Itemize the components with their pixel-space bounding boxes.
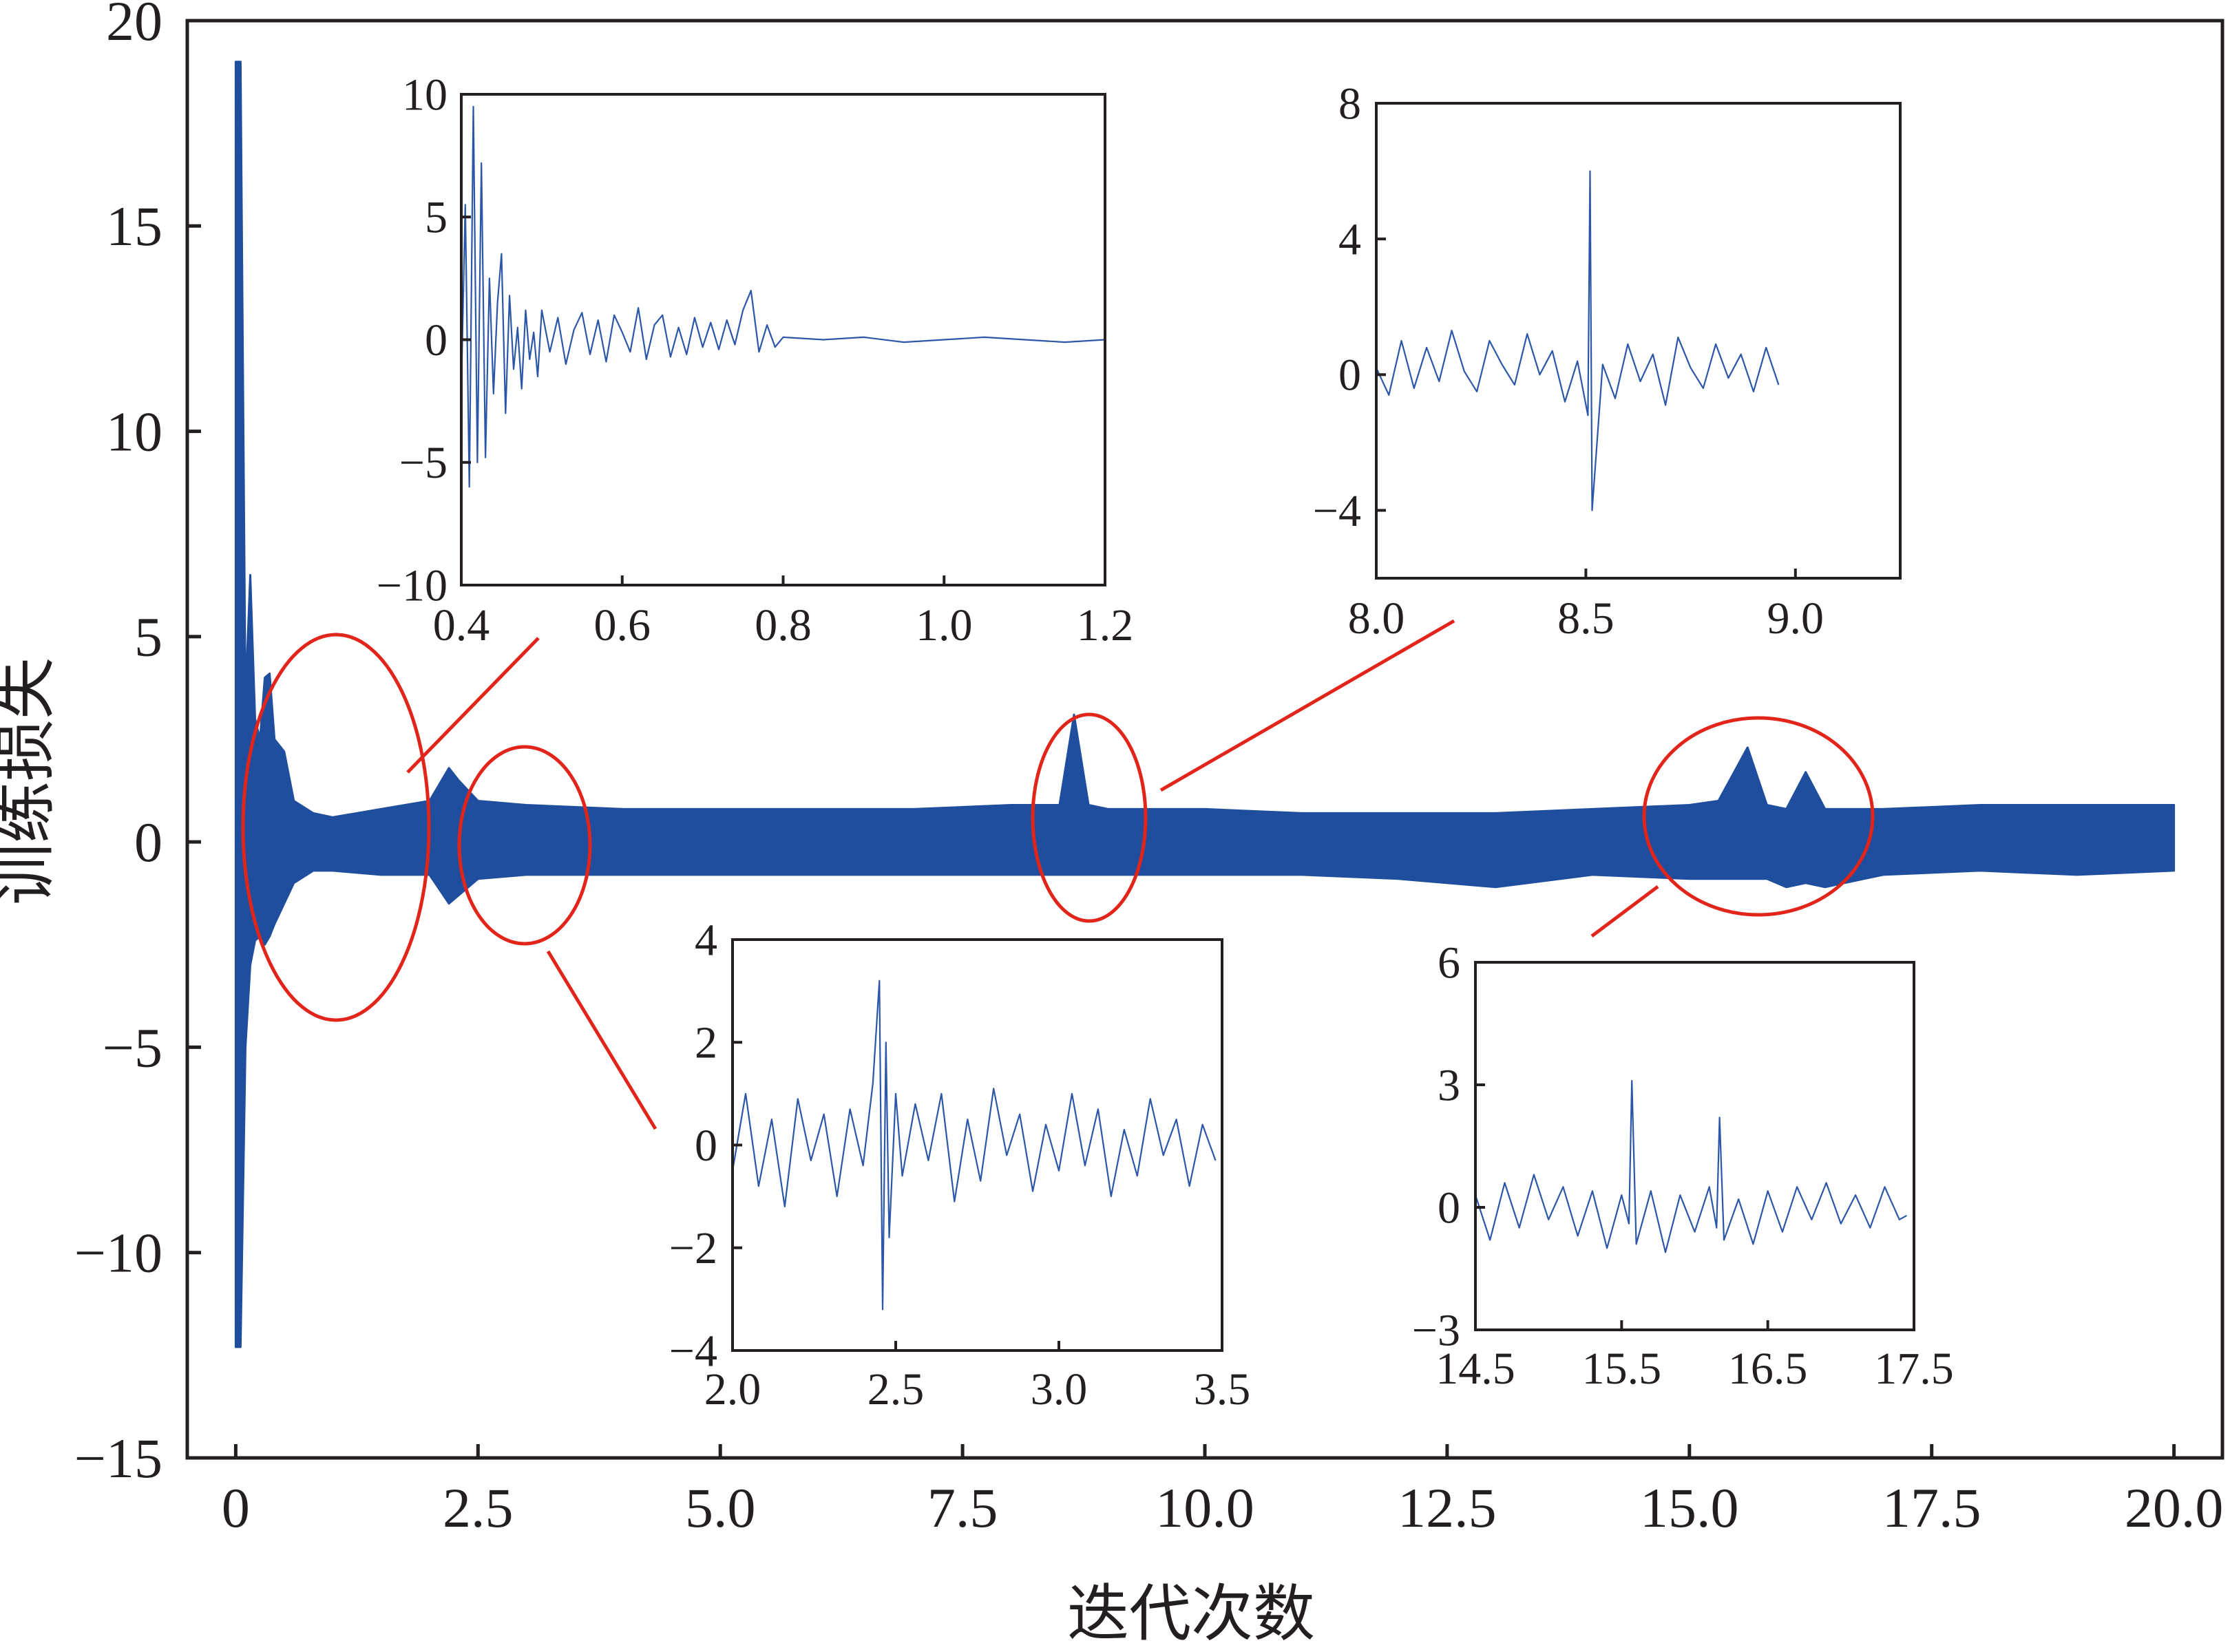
- inset-3-x-tick-label: 2.5: [867, 1364, 925, 1415]
- inset-4-y-tick-label: 6: [1438, 938, 1460, 988]
- main-y-tick-label: 15: [106, 195, 162, 257]
- zoom-ellipse-3: [1031, 712, 1148, 923]
- inset-2-group: 8.0 8.5 9.0 −4 0 4 8: [1313, 78, 1902, 644]
- inset-3-y-tick-label: −2: [669, 1223, 717, 1273]
- inset-2-plot-area: [1376, 103, 1900, 578]
- inset-4-x-tick-label: 16.5: [1728, 1344, 1808, 1394]
- inset-4-x-tick-label: 14.5: [1435, 1344, 1515, 1394]
- inset-1-x-tick-label: 0.4: [433, 600, 490, 650]
- inset-2-x-tick-label: 9.0: [1767, 593, 1824, 644]
- main-x-tick-label: 10.0: [1155, 1476, 1254, 1539]
- inset-2-frame: [1375, 102, 1902, 580]
- main-y-tick-label: 10: [106, 400, 162, 463]
- main-y-tick-label: 20: [106, 0, 162, 52]
- zoom-ellipse-2: [457, 745, 592, 946]
- main-x-tick-label: 7.5: [927, 1476, 998, 1539]
- inset-1-x-tick-label: 1.2: [1077, 600, 1134, 650]
- main-x-tick-label: 0: [222, 1476, 250, 1539]
- main-y-tick-label: 0: [134, 811, 162, 873]
- inset-4-y-tick-label: 3: [1438, 1060, 1460, 1110]
- main-x-tick-label: 17.5: [1882, 1476, 1981, 1539]
- main-x-tick-label: 5.0: [685, 1476, 756, 1539]
- main-x-tick-label: 20.0: [2125, 1476, 2224, 1539]
- inset-1-x-tick-label: 0.8: [755, 600, 812, 650]
- connector-line-4: [1590, 885, 1659, 938]
- zoom-ellipse-4: [1642, 716, 1875, 917]
- inset-3-x-tick-label: 3.0: [1031, 1364, 1088, 1415]
- inset-2-x-tick-label: 8.5: [1557, 593, 1614, 644]
- inset-3-y-tick-label: 2: [695, 1018, 717, 1068]
- inset-1-y-tick-label: 10: [402, 70, 448, 120]
- inset-1-y-tick-label: −5: [399, 438, 448, 488]
- inset-4-x-tick-label: 15.5: [1582, 1344, 1662, 1394]
- inset-2-y-tick-label: 0: [1338, 350, 1361, 401]
- inset-1-y-tick-label: 5: [425, 193, 448, 243]
- zoom-annotations: [241, 619, 1875, 1130]
- main-x-tick-label: 2.5: [443, 1476, 514, 1539]
- inset-1-plot-area: [461, 94, 1105, 585]
- inset-3-plot-area: [733, 940, 1222, 1351]
- main-y-tick-label: −5: [103, 1016, 162, 1079]
- inset-1-y-tick-label: −10: [377, 560, 448, 611]
- inset-4-plot-area: [1475, 962, 1914, 1330]
- inset-1-y-tick-label: 0: [425, 315, 448, 366]
- inset-4-y-tick-label: −3: [1412, 1305, 1460, 1355]
- inset-3-x-tick-label: 3.5: [1194, 1364, 1251, 1415]
- inset-1-x-tick-label: 0.6: [594, 600, 651, 650]
- inset-2-y-tick-label: 4: [1338, 215, 1361, 265]
- inset-4-group: 14.5 15.5 16.5 17.5 −3 0 3 6: [1412, 938, 1954, 1394]
- main-x-tick-label: 12.5: [1398, 1476, 1497, 1539]
- inset-4-y-tick-label: 0: [1438, 1183, 1460, 1233]
- inset-4-series-line: [1474, 1079, 1907, 1253]
- main-series-band: [234, 61, 2176, 1348]
- zoom-ellipse-1: [241, 633, 431, 1022]
- connector-line-2: [546, 950, 658, 1130]
- inset-1-series-line: [460, 105, 1106, 488]
- inset-3-y-tick-label: 4: [695, 915, 717, 965]
- inset-2-series-line: [1376, 170, 1780, 511]
- inset-2-x-tick-label: 8.0: [1348, 593, 1405, 644]
- inset-3-x-tick-label: 2.0: [704, 1364, 761, 1415]
- inset-3-series-line: [731, 979, 1217, 1311]
- y-axis-title: 训练损失: [0, 657, 62, 905]
- main-y-tick-label: −10: [74, 1222, 162, 1284]
- x-axis-title: 迭代次数: [1067, 1578, 1315, 1650]
- inset-2-y-tick-label: −4: [1313, 486, 1361, 536]
- main-y-tick-label: 5: [134, 606, 162, 668]
- inset-3-y-tick-label: −4: [669, 1326, 717, 1376]
- connector-line-1: [406, 637, 540, 774]
- inset-3-group: 2.0 2.5 3.0 3.5 −4 −2 0 2 4: [669, 915, 1250, 1415]
- main-x-tick-label: 15.0: [1640, 1476, 1739, 1539]
- inset-3-y-tick-label: 0: [695, 1121, 717, 1171]
- inset-4-frame: [1474, 961, 1915, 1331]
- inset-2-y-tick-label: 8: [1338, 78, 1361, 129]
- inset-1-group: 0.4 0.6 0.8 1.0 1.2 −10 −5 0 5 10: [377, 70, 1133, 650]
- inset-4-x-tick-label: 17.5: [1874, 1344, 1954, 1394]
- main-y-tick-label: −15: [74, 1427, 162, 1490]
- connector-line-3: [1159, 619, 1455, 792]
- inset-1-x-tick-label: 1.0: [916, 600, 973, 650]
